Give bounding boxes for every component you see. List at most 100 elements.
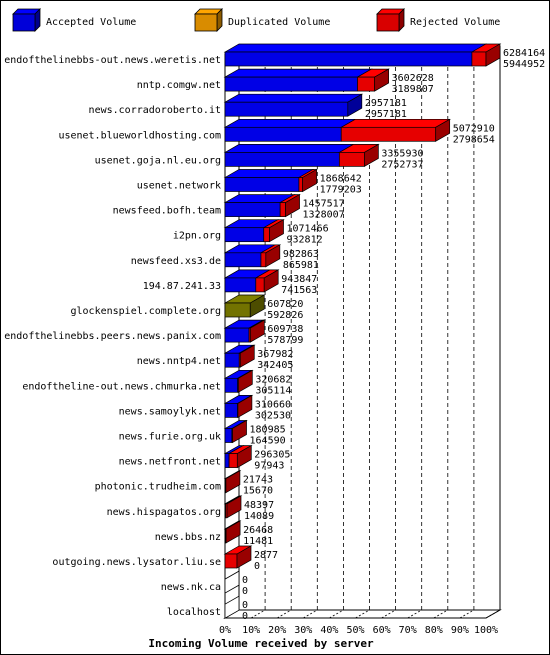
- bar-row: [223, 68, 390, 92]
- total-volume-label: 296305: [254, 450, 290, 461]
- accepted-volume-label: 932812: [287, 235, 323, 246]
- bar-side-rejected: [269, 219, 284, 243]
- bar-side-rejected: [285, 193, 300, 218]
- category-label: outgoing.news.lysator.liu.se: [52, 557, 221, 568]
- legend-item-accepted: Accepted Volume: [12, 8, 136, 32]
- bar-empty: [224, 570, 240, 594]
- bar-side-rejected: [374, 68, 389, 92]
- x-tick-label: 10%: [242, 625, 260, 636]
- bar-top-accepted: [223, 118, 357, 128]
- bar-side-accepted: [347, 93, 363, 117]
- total-volume-label: 982863: [283, 249, 319, 260]
- bar-side-rejected: [249, 319, 265, 343]
- bar-row: [223, 244, 282, 268]
- bar-side-rejected: [364, 143, 379, 168]
- total-volume-label: 943847: [281, 274, 317, 285]
- legend-swatch-accepted: [12, 13, 36, 32]
- accepted-volume-label: 1779203: [320, 185, 362, 196]
- bar-row: [223, 545, 253, 569]
- bar-side-rejected: [236, 545, 252, 569]
- accepted-volume-label: 15670: [243, 486, 273, 497]
- accepted-volume-label: 0: [242, 586, 248, 597]
- accepted-volume-label: 592826: [267, 310, 303, 321]
- legend-label-accepted: Accepted Volume: [46, 17, 136, 28]
- total-volume-label: 5072910: [453, 123, 495, 134]
- accepted-volume-label: 302530: [255, 410, 291, 421]
- bar-row: [223, 444, 253, 469]
- bar-rejected: [298, 177, 303, 192]
- total-volume-label: 607820: [267, 299, 303, 310]
- bar-rejected: [357, 76, 375, 92]
- bar-row: [223, 294, 266, 318]
- total-volume-label: 3602628: [392, 73, 434, 84]
- bar-mixed: [224, 302, 251, 318]
- total-volume-label: 367982: [257, 349, 293, 360]
- accepted-volume-label: 865981: [283, 260, 319, 271]
- category-label: nntp.comgw.net: [137, 80, 221, 91]
- bar-accepted: [224, 227, 265, 243]
- category-label: news.nk.ca: [161, 582, 221, 593]
- category-label: endofthelinebbs.peers.news.panix.com: [4, 331, 221, 342]
- bar-row: [223, 319, 266, 343]
- floor-grid: [459, 609, 475, 619]
- bar-accepted: [224, 277, 257, 293]
- floor-grid: [407, 609, 422, 619]
- bar-row: [223, 369, 254, 393]
- bar-row: [224, 570, 240, 594]
- total-volume-label: 1868642: [320, 174, 362, 185]
- bar-accepted: [224, 352, 240, 368]
- bar-accepted: [224, 101, 349, 117]
- bar-accepted: [224, 202, 281, 217]
- floor-grid: [329, 609, 344, 619]
- floor-grid: [381, 609, 396, 619]
- bar-row: [223, 470, 242, 494]
- accepted-volume-label: 3189807: [392, 84, 434, 95]
- category-label: endofthelinebbs-out.news.weretis.net: [4, 55, 221, 66]
- floor-grid: [433, 609, 448, 619]
- bar-rejected: [340, 126, 437, 142]
- bar-side-rejected: [232, 419, 247, 444]
- category-label: newsfeed.xs3.de: [131, 256, 221, 267]
- floor-grid: [277, 609, 292, 619]
- x-tick-label: 20%: [268, 625, 286, 636]
- x-axis-title: Incoming Volume received by server: [148, 637, 374, 650]
- category-label: news.samoylyk.net: [119, 406, 221, 417]
- total-volume-label: 0: [242, 600, 248, 611]
- bar-side-rejected: [236, 444, 252, 469]
- legend-label-rejected: Rejected Volume: [410, 17, 500, 28]
- bar-rejected: [228, 453, 238, 468]
- accepted-volume-label: 97943: [254, 461, 284, 472]
- legend: Accepted Volume Duplicated Volume Rejected…: [12, 8, 500, 32]
- accepted-volume-label: 0: [254, 561, 260, 572]
- bar-accepted: [224, 403, 238, 418]
- legend-item-duplicated: Duplicated Volume: [194, 8, 330, 32]
- bar-top-accepted: [223, 144, 355, 153]
- bar-accepted: [224, 252, 262, 268]
- category-label: endoftheline-out.news.chmurka.net: [22, 381, 221, 392]
- bar-side-rejected: [225, 520, 241, 544]
- category-label: glockenspiel.complete.org: [70, 306, 221, 317]
- bar-accepted: [224, 51, 473, 67]
- category-label: news.nntp4.net: [137, 356, 221, 367]
- accepted-volume-label: 2957181: [365, 109, 407, 120]
- bar-rejected: [471, 51, 487, 67]
- accepted-volume-label: 11481: [243, 536, 273, 547]
- legend-label-duplicated: Duplicated Volume: [228, 17, 330, 28]
- bar-side-rejected: [237, 394, 253, 419]
- category-label: usenet.network: [137, 181, 221, 192]
- bar-side-rejected: [239, 344, 255, 368]
- category-label: photonic.trudheim.com: [95, 482, 221, 493]
- bar-accepted: [224, 76, 358, 92]
- floor-grid: [250, 609, 266, 619]
- bar-accepted: [224, 177, 300, 192]
- floor-grid: [485, 609, 501, 619]
- x-tick-label: 0%: [219, 625, 231, 636]
- bar-top-accepted: [223, 93, 364, 103]
- category-label: newsfeed.bofh.team: [113, 206, 221, 217]
- category-label: 194.87.241.33: [143, 281, 221, 292]
- total-volume-label: 48397: [244, 500, 274, 511]
- bar-side-rejected: [302, 168, 317, 193]
- x-tick-label: 90%: [451, 625, 469, 636]
- bar-row: [223, 168, 318, 193]
